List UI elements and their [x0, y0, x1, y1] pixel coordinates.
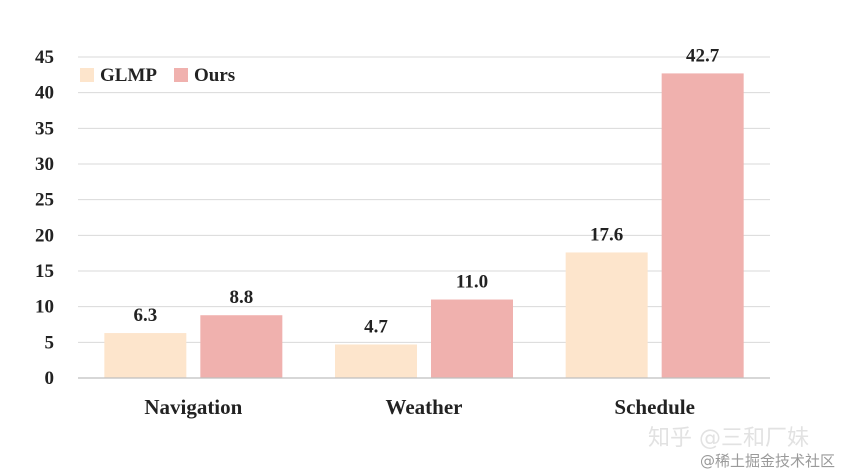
y-tick-label: 40 — [35, 83, 54, 104]
data-label: 4.7 — [364, 316, 388, 337]
y-axis: 0 5 10 15 20 25 30 35 40 45 — [35, 47, 54, 389]
data-label: 6.3 — [133, 305, 157, 326]
data-label: 8.8 — [229, 287, 253, 308]
y-tick-label: 35 — [35, 118, 54, 139]
x-tick-label: Navigation — [144, 395, 242, 419]
y-tick-label: 15 — [35, 261, 54, 282]
x-axis: Navigation Weather Schedule — [78, 377, 770, 419]
legend: GLMP Ours — [80, 65, 235, 86]
gridlines — [78, 56, 770, 343]
bar-ours-schedule — [661, 73, 744, 378]
watermark-juejin: @稀土掘金技术社区 — [700, 452, 836, 470]
bars: 6.3 8.8 4.7 11.0 17.6 42.7 — [104, 45, 744, 378]
bar-glmp-schedule — [565, 252, 648, 378]
y-tick-label: 10 — [35, 297, 54, 318]
legend-label-ours: Ours — [194, 65, 235, 86]
legend-label-glmp: GLMP — [100, 65, 157, 86]
x-tick-label: Weather — [386, 395, 463, 419]
data-label: 42.7 — [686, 45, 720, 66]
bar-ours-weather — [431, 299, 513, 378]
watermark-zhihu: 知乎 @三和厂妹 — [648, 426, 809, 451]
legend-swatch-ours — [174, 68, 188, 82]
y-tick-label: 20 — [35, 225, 54, 246]
data-label: 11.0 — [456, 272, 488, 293]
y-tick-label: 45 — [35, 47, 54, 68]
y-tick-label: 0 — [45, 368, 55, 389]
bar-glmp-navigation — [104, 333, 187, 378]
y-tick-label: 30 — [35, 154, 54, 175]
bar-ours-navigation — [200, 315, 283, 378]
data-label: 17.6 — [590, 224, 623, 245]
y-tick-label: 25 — [35, 190, 54, 211]
x-tick-label: Schedule — [614, 395, 695, 419]
y-tick-label: 5 — [45, 332, 55, 353]
legend-swatch-glmp — [80, 68, 94, 82]
bar-glmp-weather — [335, 344, 417, 378]
